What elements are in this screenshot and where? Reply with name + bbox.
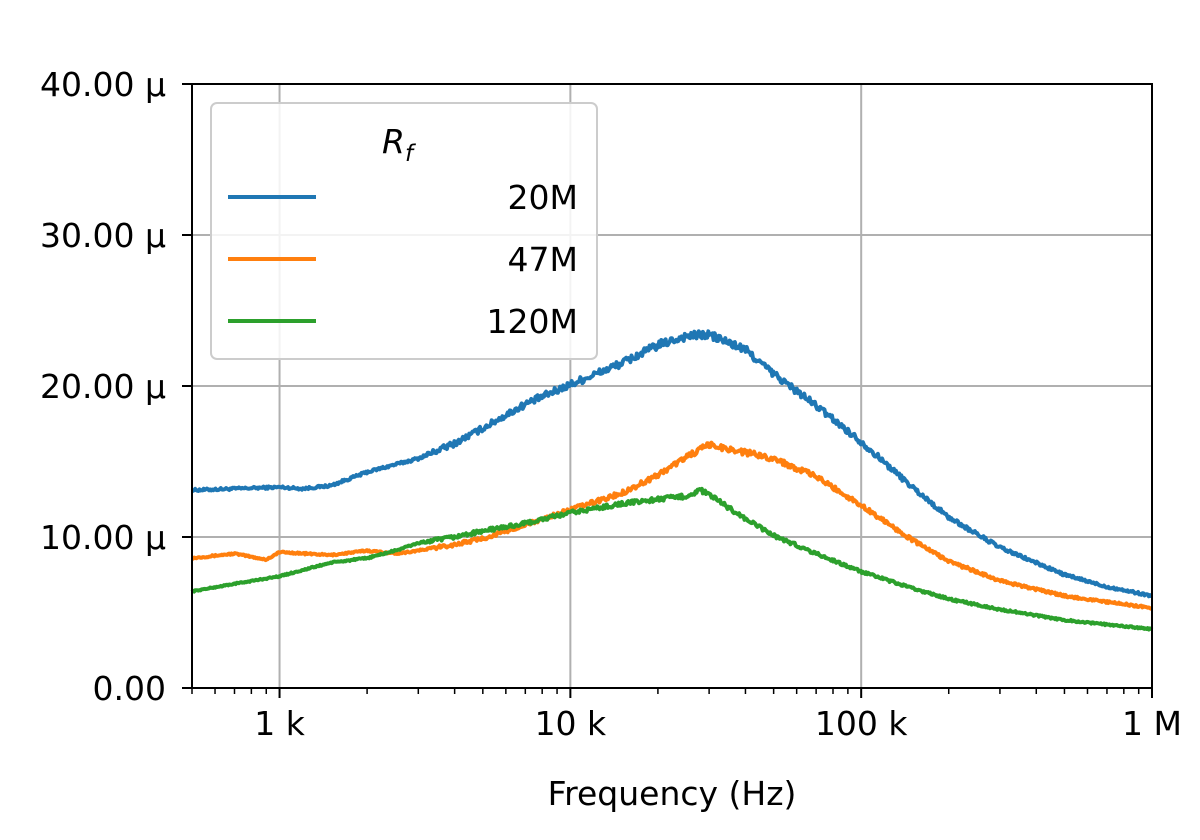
x-tick-label: 1 M bbox=[1122, 704, 1182, 743]
x-axis-label: Frequency (Hz) bbox=[548, 774, 797, 813]
legend-box bbox=[210, 102, 598, 360]
legend-entries: 20M 47M 120M bbox=[228, 178, 578, 341]
legend-label-120M: 120M bbox=[487, 302, 578, 341]
y-axis: 0.00 10.00 µ 20.00 µ 30.00 µ 40.00 µ bbox=[40, 65, 192, 708]
legend-title: Rf bbox=[382, 122, 416, 167]
series-layer bbox=[190, 329, 1154, 632]
legend: Rf 20M 47M 120M bbox=[210, 102, 598, 360]
series-line-47M bbox=[191, 440, 1153, 611]
legend-label-47M: 47M bbox=[508, 240, 578, 279]
x-tick-label: 100 k bbox=[815, 704, 908, 743]
y-tick-label: 0.00 bbox=[93, 669, 166, 708]
y-tick-label: 10.00 µ bbox=[40, 518, 166, 557]
y-tick-label: 30.00 µ bbox=[40, 216, 166, 255]
x-tick-label: 1 k bbox=[254, 704, 305, 743]
x-tick-label: 10 k bbox=[535, 704, 607, 743]
series-line-120M bbox=[190, 486, 1154, 632]
legend-title-main: R bbox=[382, 122, 405, 161]
y-tick-label: 40.00 µ bbox=[40, 65, 166, 104]
legend-label-20M: 20M bbox=[508, 178, 578, 217]
series-line-20M bbox=[190, 329, 1153, 599]
y-tick-label: 20.00 µ bbox=[40, 367, 166, 406]
legend-title-subscript: f bbox=[405, 141, 416, 167]
x-axis: 1 k 10 k 100 k 1 M bbox=[191, 688, 1182, 743]
